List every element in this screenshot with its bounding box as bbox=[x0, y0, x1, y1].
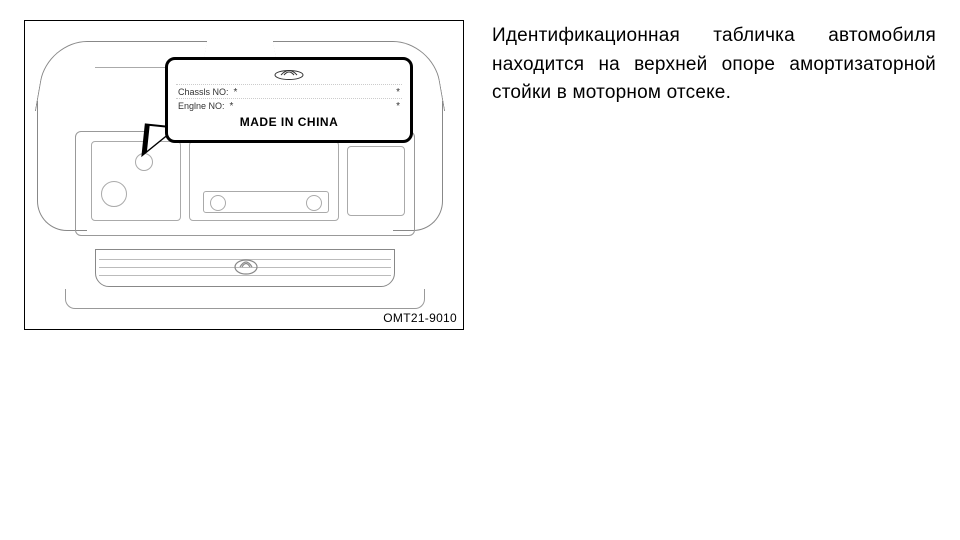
chery-logo-icon bbox=[176, 66, 402, 82]
chery-emblem-icon bbox=[233, 255, 259, 275]
plate-made-in: MADE IN CHINA bbox=[176, 112, 402, 129]
plate-engine-label: Englne NO: bbox=[178, 101, 225, 111]
plate-engine-row: Englne NO: * * bbox=[176, 98, 402, 112]
figure-reference-code: OMT21-9010 bbox=[383, 311, 457, 325]
asterisk-icon: * bbox=[396, 87, 400, 98]
plate-chassis-row: Chassls NO: * * bbox=[176, 84, 402, 98]
plate-chassis-label: Chassls NO: bbox=[178, 87, 229, 97]
text-column: Идентификационная табличка авто­мобиля н… bbox=[492, 20, 936, 520]
description-paragraph: Идентификационная табличка авто­мобиля н… bbox=[492, 22, 936, 108]
id-plate-callout: Chassls NO: * * Englne NO: * * MADE IN C… bbox=[165, 57, 413, 143]
figure-column: Chassls NO: * * Englne NO: * * MADE IN C… bbox=[24, 20, 464, 520]
asterisk-icon: * bbox=[230, 101, 234, 112]
asterisk-icon: * bbox=[396, 101, 400, 112]
asterisk-icon: * bbox=[234, 87, 238, 98]
figure-frame: Chassls NO: * * Englne NO: * * MADE IN C… bbox=[24, 20, 464, 330]
